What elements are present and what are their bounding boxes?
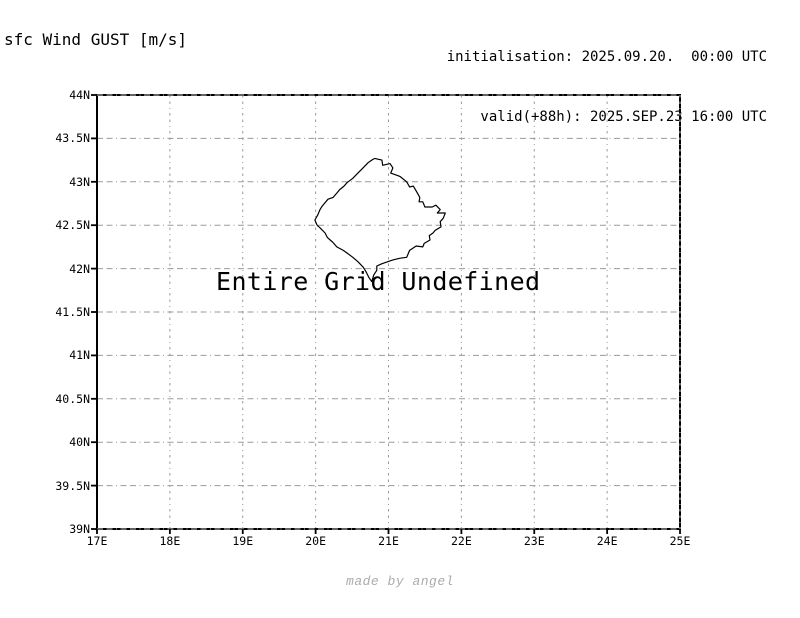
x-axis-label: 18E: [159, 534, 181, 548]
run-info-block: initialisation: 2025.09.20. 00:00 UTC va…: [447, 7, 767, 167]
valid-time-line: valid(+88h): 2025.SEP.23 16:00 UTC: [480, 109, 767, 125]
x-axis-label: 23E: [523, 534, 545, 548]
variable-title: sfc Wind GUST [m/s]: [4, 30, 188, 49]
x-axis-label: 21E: [378, 534, 399, 548]
x-axis-label: 17E: [86, 534, 108, 548]
y-axis-label: 43N: [69, 174, 90, 189]
y-axis-label: 43.5N: [55, 131, 90, 146]
y-axis-label: 39.5N: [55, 478, 90, 493]
y-axis-label: 41N: [69, 348, 90, 363]
x-axis-label: 22E: [450, 534, 472, 548]
y-axis-label: 40N: [69, 435, 90, 450]
x-axis-label: 20E: [305, 534, 327, 548]
credit-text: made by angel: [346, 574, 454, 589]
y-axis-label: 44N: [69, 88, 90, 102]
kosovo-border-outline: [314, 157, 446, 283]
y-axis-label: 40.5N: [55, 391, 90, 406]
y-axis-label: 42.5N: [55, 218, 90, 233]
y-axis-label: 41.5N: [55, 305, 90, 319]
x-axis-label: 19E: [232, 534, 254, 548]
x-axis-label: 25E: [669, 534, 691, 548]
y-axis-label: 42N: [69, 261, 90, 276]
x-axis-label: 24E: [596, 534, 618, 548]
grid-undefined-message: Entire Grid Undefined: [216, 267, 541, 296]
initialisation-line: initialisation: 2025.09.20. 00:00 UTC: [446, 49, 767, 65]
y-axis-label: 39N: [69, 522, 90, 536]
